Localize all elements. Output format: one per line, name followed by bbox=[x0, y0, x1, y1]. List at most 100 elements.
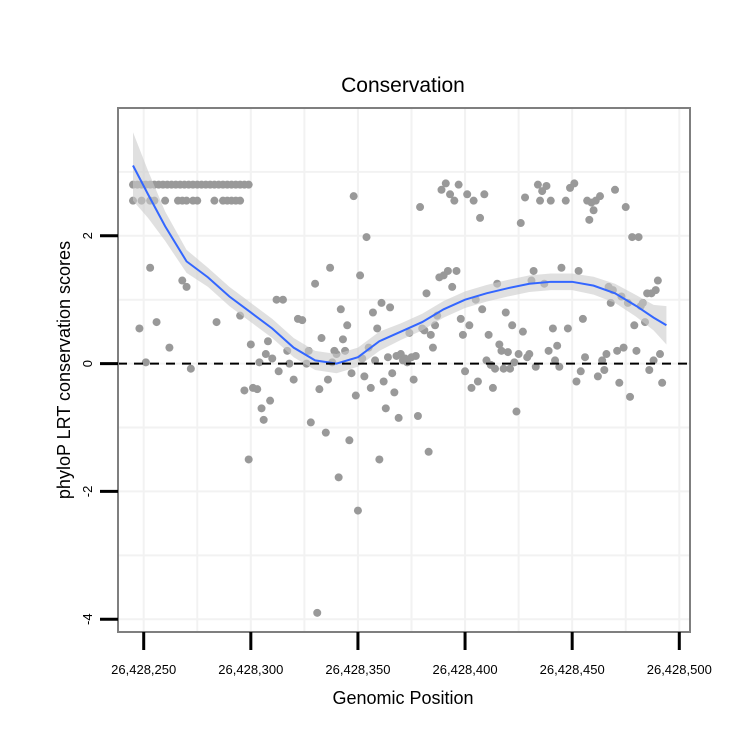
x-tick-label: 26,428,300 bbox=[218, 662, 283, 677]
data-point bbox=[210, 196, 219, 205]
data-point bbox=[626, 392, 635, 401]
data-point bbox=[521, 193, 530, 202]
data-point bbox=[478, 305, 487, 314]
data-point bbox=[448, 282, 457, 291]
data-point bbox=[557, 263, 566, 272]
y-tick-label: 2 bbox=[80, 232, 95, 239]
data-point bbox=[596, 192, 605, 201]
data-point bbox=[289, 375, 298, 384]
data-point bbox=[146, 263, 155, 272]
data-point bbox=[351, 391, 360, 400]
data-point bbox=[630, 321, 639, 330]
data-point bbox=[193, 196, 202, 205]
data-point bbox=[259, 415, 268, 424]
data-point bbox=[658, 378, 667, 387]
data-point bbox=[311, 279, 320, 288]
data-point bbox=[619, 343, 628, 352]
data-point bbox=[326, 263, 335, 272]
data-point bbox=[600, 366, 609, 374]
data-point bbox=[452, 266, 461, 275]
data-point bbox=[255, 358, 264, 367]
data-point bbox=[371, 356, 380, 365]
data-point bbox=[424, 447, 433, 456]
data-point bbox=[529, 266, 538, 275]
data-point bbox=[381, 404, 390, 413]
data-point bbox=[272, 295, 281, 304]
data-point bbox=[394, 413, 403, 422]
data-point bbox=[473, 377, 482, 386]
data-point bbox=[375, 455, 384, 464]
data-point bbox=[426, 330, 435, 339]
data-point bbox=[178, 276, 187, 285]
data-point bbox=[257, 404, 266, 413]
data-point bbox=[334, 473, 343, 482]
trend-line bbox=[132, 165, 667, 365]
data-point bbox=[388, 369, 397, 378]
data-point bbox=[611, 185, 620, 194]
data-point bbox=[458, 330, 467, 339]
data-point bbox=[570, 179, 579, 188]
data-point bbox=[454, 180, 463, 189]
data-point bbox=[576, 367, 585, 376]
data-point bbox=[261, 350, 270, 359]
data-point bbox=[362, 233, 371, 242]
data-point bbox=[212, 318, 221, 327]
data-point bbox=[491, 364, 500, 373]
data-point bbox=[268, 354, 277, 363]
data-point bbox=[456, 314, 465, 323]
data-point bbox=[516, 219, 525, 228]
data-point bbox=[165, 343, 174, 352]
x-tick-label: 26,428,350 bbox=[325, 662, 390, 677]
data-point bbox=[615, 378, 624, 387]
data-point bbox=[409, 375, 418, 384]
data-point bbox=[536, 196, 545, 205]
data-point bbox=[182, 282, 191, 291]
confidence-band bbox=[132, 132, 667, 374]
data-point bbox=[353, 506, 362, 515]
data-point bbox=[551, 356, 560, 365]
data-point bbox=[285, 359, 294, 368]
data-point bbox=[469, 196, 478, 205]
data-point bbox=[266, 396, 275, 405]
x-axis: 26,428,250 26,428,300 26,428,350 26,428,400… bbox=[111, 632, 712, 677]
data-point bbox=[152, 318, 161, 327]
data-point bbox=[542, 181, 551, 190]
data-point bbox=[512, 407, 521, 416]
data-point bbox=[379, 377, 388, 386]
data-point bbox=[649, 356, 658, 365]
data-point bbox=[298, 316, 307, 325]
data-point bbox=[653, 276, 662, 285]
data-point bbox=[645, 366, 654, 374]
data-point bbox=[244, 180, 253, 189]
data-point bbox=[621, 203, 630, 212]
data-point bbox=[506, 364, 515, 373]
data-point bbox=[553, 341, 562, 350]
data-point bbox=[634, 233, 643, 242]
data-point bbox=[589, 206, 598, 215]
data-point bbox=[544, 346, 553, 355]
data-point bbox=[563, 324, 572, 333]
data-point bbox=[484, 330, 493, 339]
data-point bbox=[613, 346, 622, 355]
data-point bbox=[236, 196, 245, 205]
data-point bbox=[602, 350, 611, 359]
data-point bbox=[386, 303, 395, 312]
data-point bbox=[253, 385, 262, 394]
data-point bbox=[628, 233, 637, 242]
data-point bbox=[338, 335, 347, 344]
data-point bbox=[422, 289, 431, 298]
data-point bbox=[561, 196, 570, 205]
data-point bbox=[347, 369, 356, 378]
data-point bbox=[240, 386, 249, 395]
data-point bbox=[476, 213, 485, 222]
data-point bbox=[182, 196, 191, 205]
data-point bbox=[651, 286, 660, 295]
data-point bbox=[349, 192, 358, 201]
data-point bbox=[161, 196, 170, 205]
data-point bbox=[306, 418, 315, 427]
data-point bbox=[263, 337, 272, 346]
y-axis: -4 -2 0 2 bbox=[80, 232, 118, 625]
data-point bbox=[497, 346, 506, 355]
data-point bbox=[450, 196, 459, 205]
